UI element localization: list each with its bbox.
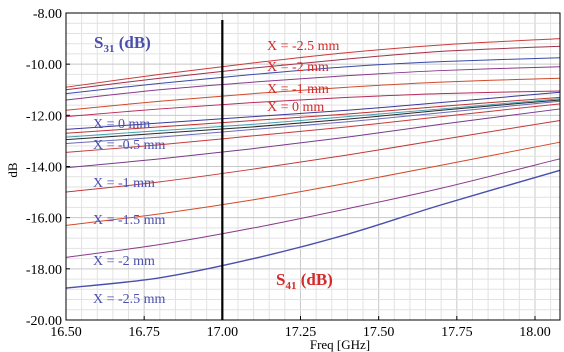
s41-label: X = 0 mm [93, 117, 150, 132]
series-line-14 [65, 119, 561, 193]
series-line-6 [65, 90, 561, 118]
series-layer [65, 38, 561, 289]
series-line-17 [65, 169, 561, 289]
series-line-11 [65, 100, 561, 144]
y-axis-label: dB [5, 162, 20, 178]
series-line-8 [65, 96, 561, 134]
s41-label: X = -1 mm [93, 176, 155, 191]
x-tick-label: 16.75 [128, 325, 160, 340]
s41-label: X = -2 mm [93, 254, 155, 269]
series-line-5 [65, 77, 561, 111]
series-line-13 [65, 108, 561, 169]
y-tick-label: -10.00 [26, 58, 62, 73]
grid [65, 12, 560, 321]
series-line-16 [65, 158, 561, 258]
s31-label: X = 0 mm [267, 100, 324, 115]
s31-label: X = -2 mm [267, 60, 329, 75]
series-line-7 [65, 91, 561, 130]
s41-label: X = -2.5 mm [93, 292, 166, 307]
s31-title: S31 (dB) [94, 33, 151, 55]
y-tick-label: -18.00 [26, 263, 62, 278]
series-line-3 [65, 57, 561, 95]
x-tick-label: 17.00 [207, 325, 239, 340]
series-line-2 [65, 45, 561, 91]
x-tick-label: 17.75 [441, 325, 473, 340]
series-line-1 [65, 38, 561, 88]
s41-label: X = -0.5 mm [93, 138, 166, 153]
y-tick-label: -8.00 [33, 7, 62, 22]
series-line-4 [65, 66, 561, 101]
s31-label: X = -1 mm [267, 82, 329, 97]
x-tick-label: 16.50 [50, 325, 82, 340]
x-tick-label: 18.00 [519, 325, 551, 340]
series-line-15 [65, 141, 561, 226]
annotations: S31 (dB) S41 (dB) X = -2.5 mm X = -2 mm X = … [93, 20, 340, 320]
s41-title: S41 (dB) [276, 270, 333, 292]
s41-label: X = -1.5 mm [93, 213, 166, 228]
y-tick-label: -12.00 [26, 109, 62, 124]
x-axis-label: Freq [GHz] [310, 337, 370, 352]
axes: -8.00 -10.00 -12.00 -14.00 -16.00 -18.00 -20.0… [5, 7, 561, 352]
x-tick-label: 17.25 [285, 325, 317, 340]
series-line-10 [65, 99, 561, 141]
y-tick-label: -14.00 [26, 161, 62, 176]
series-line-9 [65, 98, 561, 138]
y-tick-label: -20.00 [26, 314, 62, 329]
y-tick-label: -16.00 [26, 212, 62, 227]
series-line-12 [65, 103, 561, 153]
s31-label: X = -2.5 mm [267, 39, 340, 54]
x-tick-label: 17.50 [363, 325, 395, 340]
